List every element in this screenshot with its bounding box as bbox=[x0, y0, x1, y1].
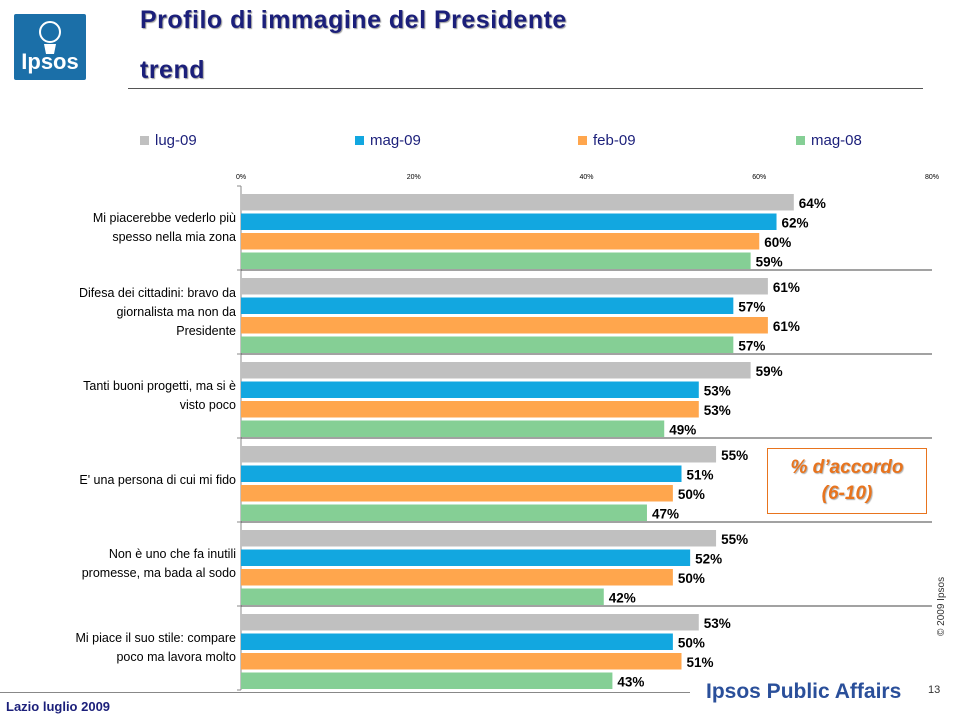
bar-feb-09 bbox=[241, 401, 699, 418]
bar-lug-09 bbox=[241, 194, 794, 211]
category-label-line: visto poco bbox=[179, 398, 236, 412]
category-label: Difesa dei cittadini: bravo da giornalist… bbox=[20, 284, 236, 341]
annotation-line-1: % d’accordo bbox=[790, 457, 904, 478]
category-label: E' una persona di cui mi fido bbox=[20, 471, 236, 490]
bar-lug-09 bbox=[241, 362, 751, 379]
bar-value-label: 64% bbox=[799, 196, 826, 211]
bar-value-label: 50% bbox=[678, 571, 705, 586]
bar-lug-09 bbox=[241, 614, 699, 631]
bar-lug-09 bbox=[241, 278, 768, 295]
bar-feb-09 bbox=[241, 233, 760, 250]
legend-label: lug-09 bbox=[155, 131, 197, 149]
page-subtitle: trend bbox=[140, 56, 205, 84]
bar-feb-09 bbox=[241, 485, 673, 502]
bar-mag-08 bbox=[241, 588, 604, 605]
category-label-line: E' una persona di cui mi fido bbox=[79, 472, 236, 487]
bar-value-label: 61% bbox=[773, 319, 800, 334]
bar-mag-09 bbox=[241, 549, 691, 566]
logo-text: Ipsos bbox=[21, 49, 79, 74]
category-label-line: spesso nella mia zona bbox=[112, 230, 236, 244]
x-tick-label: 80% bbox=[925, 174, 939, 181]
page-number: 13 bbox=[928, 684, 941, 696]
category-label-line: giornalista ma non da bbox=[116, 304, 236, 319]
bar-mag-09 bbox=[241, 465, 682, 482]
footer-brand: Ipsos Public Affairs bbox=[706, 680, 902, 703]
bar-value-label: 59% bbox=[756, 364, 783, 379]
bar-value-label: 53% bbox=[704, 616, 731, 631]
bar-value-label: 57% bbox=[738, 300, 765, 315]
bar-feb-09 bbox=[241, 317, 768, 334]
bar-value-label: 60% bbox=[764, 235, 791, 250]
bar-value-label: 57% bbox=[738, 339, 765, 354]
bar-mag-08 bbox=[241, 504, 647, 521]
legend-item-mag-08: mag-08 bbox=[796, 130, 862, 150]
legend-swatch bbox=[578, 135, 587, 145]
bar-value-label: 47% bbox=[652, 507, 679, 522]
x-tick-label: 40% bbox=[579, 174, 593, 181]
bar-mag-09 bbox=[241, 213, 777, 230]
category-label-line: Difesa dei cittadini: bravo da bbox=[78, 285, 236, 300]
bar-value-label: 53% bbox=[704, 384, 731, 399]
ipsos-logo: Ipsos bbox=[14, 14, 86, 80]
bar-feb-09 bbox=[241, 569, 673, 586]
category-label: Non è uno che fa inutili promesse, ma bad… bbox=[20, 545, 236, 583]
bar-value-label: 42% bbox=[609, 591, 636, 606]
legend-label: mag-09 bbox=[370, 131, 421, 149]
legend-swatch bbox=[355, 135, 364, 145]
bar-feb-09 bbox=[241, 653, 682, 670]
bar-value-label: 52% bbox=[695, 552, 722, 567]
bar-value-label: 49% bbox=[669, 423, 696, 438]
category-label-line: Mi piace il suo stile: compare bbox=[75, 631, 236, 645]
bar-mag-09 bbox=[241, 297, 734, 314]
bar-value-label: 51% bbox=[687, 655, 714, 670]
category-label-line: poco ma lavora molto bbox=[116, 650, 236, 664]
category-label-line: promesse, ma bada al sodo bbox=[81, 566, 236, 580]
title-divider bbox=[128, 88, 923, 89]
annotation-line-2: (6-10) bbox=[821, 483, 873, 504]
category-label-line: Tanti buoni progetti, ma si è bbox=[83, 379, 236, 393]
bar-value-label: 61% bbox=[773, 280, 800, 295]
legend-item-mag-09: mag-09 bbox=[355, 130, 421, 150]
footer-divider bbox=[0, 692, 690, 693]
legend-label: feb-09 bbox=[593, 131, 636, 149]
bar-lug-09 bbox=[241, 530, 717, 547]
footer-survey-label: Lazio luglio 2009 bbox=[6, 699, 111, 714]
page-title: Profilo di immagine del Presidente bbox=[140, 6, 567, 34]
bar-value-label: 62% bbox=[782, 216, 809, 231]
category-label-line: Non è uno che fa inutili bbox=[108, 547, 236, 561]
bar-mag-08 bbox=[241, 252, 751, 269]
bar-value-label: 43% bbox=[617, 675, 644, 690]
x-tick-label: 20% bbox=[407, 174, 421, 181]
legend-swatch bbox=[796, 135, 805, 145]
bar-mag-09 bbox=[241, 633, 673, 650]
bar-value-label: 59% bbox=[756, 255, 783, 270]
legend-item-lug-09: lug-09 bbox=[140, 130, 197, 150]
bar-value-label: 51% bbox=[687, 468, 714, 483]
bar-mag-08 bbox=[241, 420, 665, 437]
legend-swatch bbox=[140, 135, 149, 145]
copyright-text: © 2009 Ipsos bbox=[936, 576, 947, 636]
x-tick-label: 60% bbox=[752, 174, 766, 181]
category-label: Mi piacerebbe vederlo più spesso nella mi… bbox=[20, 209, 236, 247]
bar-value-label: 53% bbox=[704, 403, 731, 418]
x-tick-label: 0% bbox=[236, 174, 246, 181]
bar-mag-09 bbox=[241, 381, 699, 398]
bar-lug-09 bbox=[241, 446, 717, 463]
logo-face-icon bbox=[39, 21, 61, 54]
category-label-line: Mi piacerebbe vederlo più bbox=[92, 211, 236, 225]
bar-value-label: 50% bbox=[678, 487, 705, 502]
bar-mag-08 bbox=[241, 672, 613, 689]
annotation-box: % d’accordo (6-10) bbox=[767, 448, 927, 514]
legend-label: mag-08 bbox=[811, 131, 862, 149]
bar-value-label: 55% bbox=[721, 532, 748, 547]
bar-value-label: 55% bbox=[721, 448, 748, 463]
category-label: Mi piace il suo stile: compare poco ma la… bbox=[20, 629, 236, 667]
bar-value-label: 50% bbox=[678, 636, 705, 651]
category-label: Tanti buoni progetti, ma si è visto poco bbox=[20, 377, 236, 415]
legend-item-feb-09: feb-09 bbox=[578, 130, 636, 150]
category-label-line: Presidente bbox=[176, 323, 236, 338]
bar-mag-08 bbox=[241, 336, 734, 353]
